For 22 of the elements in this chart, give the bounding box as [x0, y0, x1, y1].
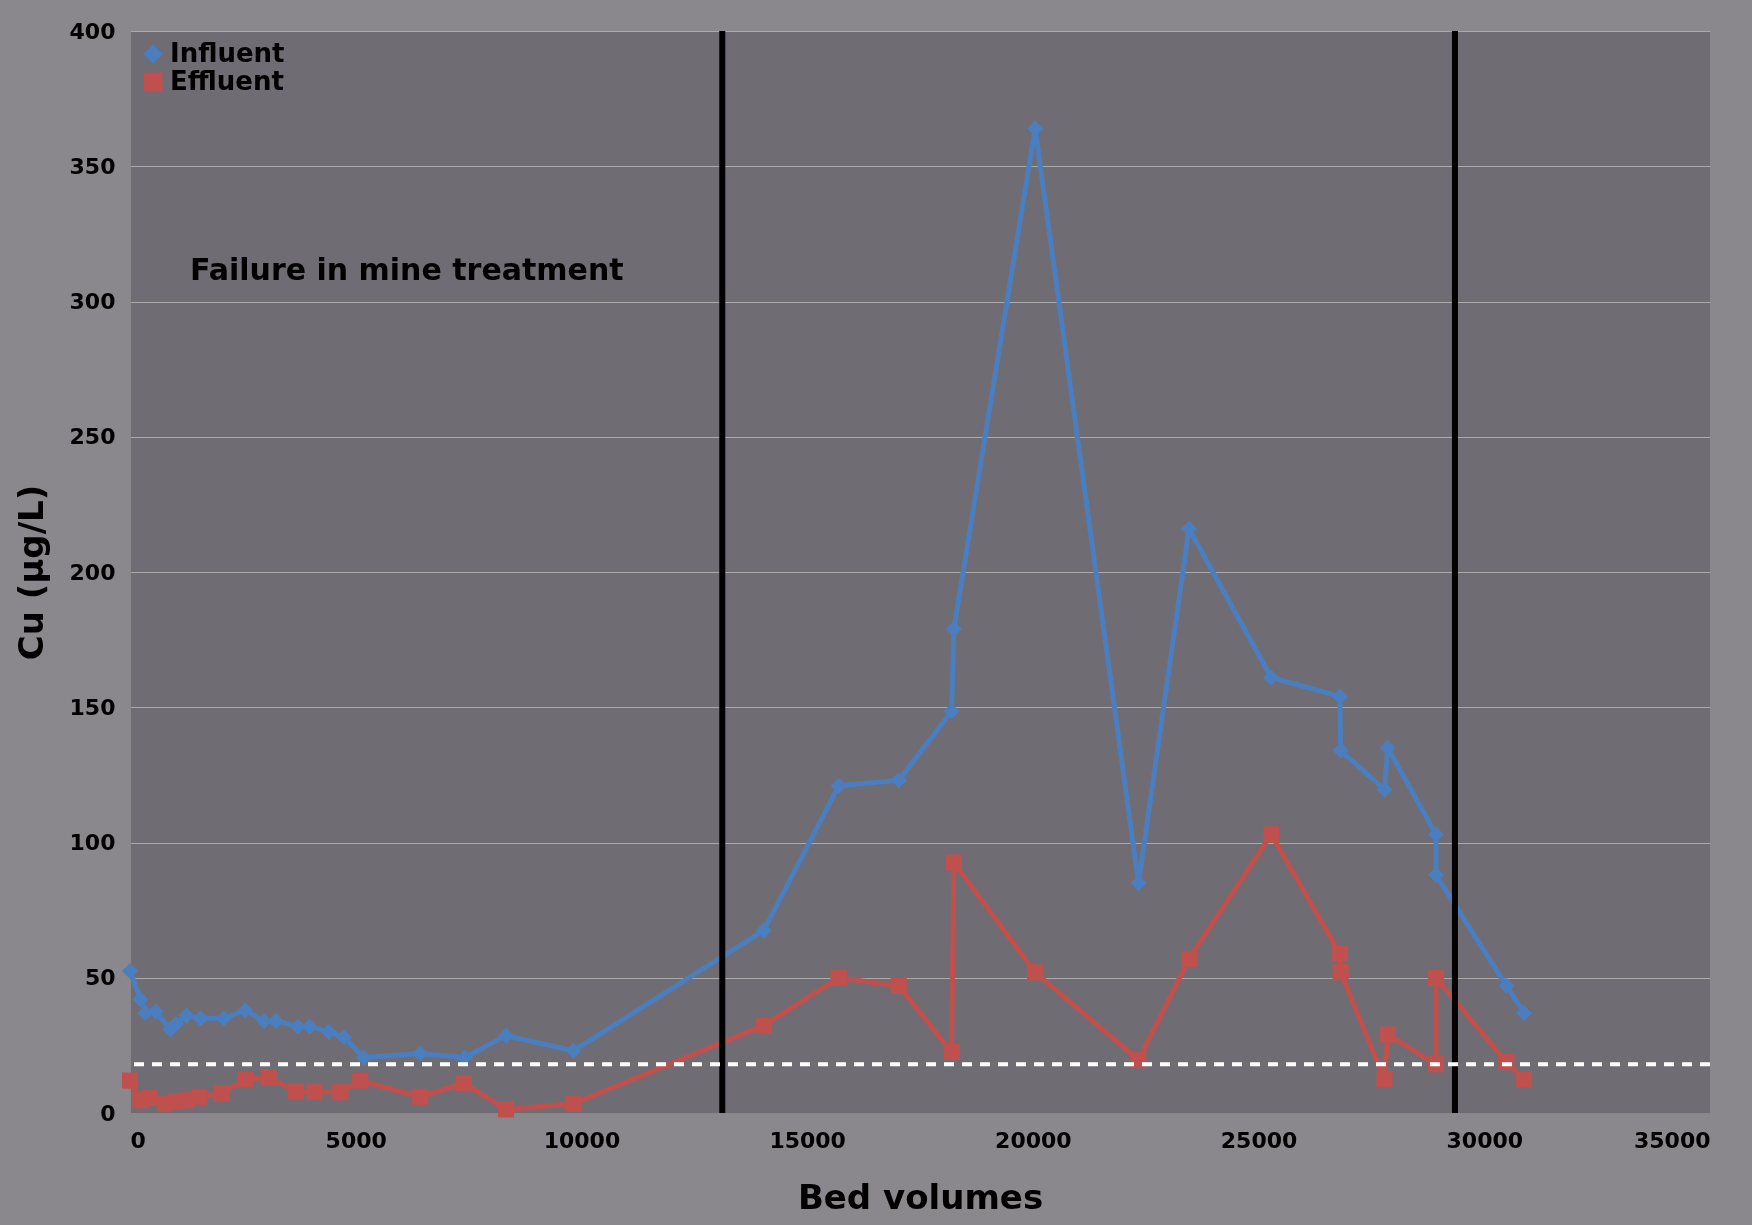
x-tick-label: 20000 [995, 1127, 1072, 1153]
y-tick-label: 50 [84, 965, 116, 991]
y-axis-title: Cu (µg/L) [10, 484, 51, 661]
legend-label: Effluent [170, 66, 284, 96]
y-tick-label: 200 [69, 559, 116, 585]
x-tick-label: 0 [130, 1127, 146, 1153]
x-tick-label: 30000 [1446, 1127, 1524, 1153]
x-axis-title: Bed volumes [797, 1176, 1044, 1217]
legend-label: Influent [170, 38, 285, 68]
y-tick-label: 350 [69, 153, 116, 179]
y-tick-label: 0 [100, 1100, 116, 1126]
x-tick-label: 15000 [769, 1127, 846, 1153]
y-tick-label: 400 [69, 18, 116, 44]
x-tick-label: 10000 [543, 1127, 621, 1153]
y-tick-label: 250 [69, 424, 116, 450]
x-tick-label: 5000 [325, 1127, 387, 1153]
x-tick-label: 25000 [1220, 1127, 1298, 1153]
y-tick-label: 100 [69, 830, 116, 855]
annotation: Failure in mine treatment [190, 252, 624, 287]
y-tick-label: 150 [69, 694, 116, 720]
y-tick-label: 300 [69, 289, 116, 314]
x-tick-label: 35000 [1633, 1127, 1711, 1153]
